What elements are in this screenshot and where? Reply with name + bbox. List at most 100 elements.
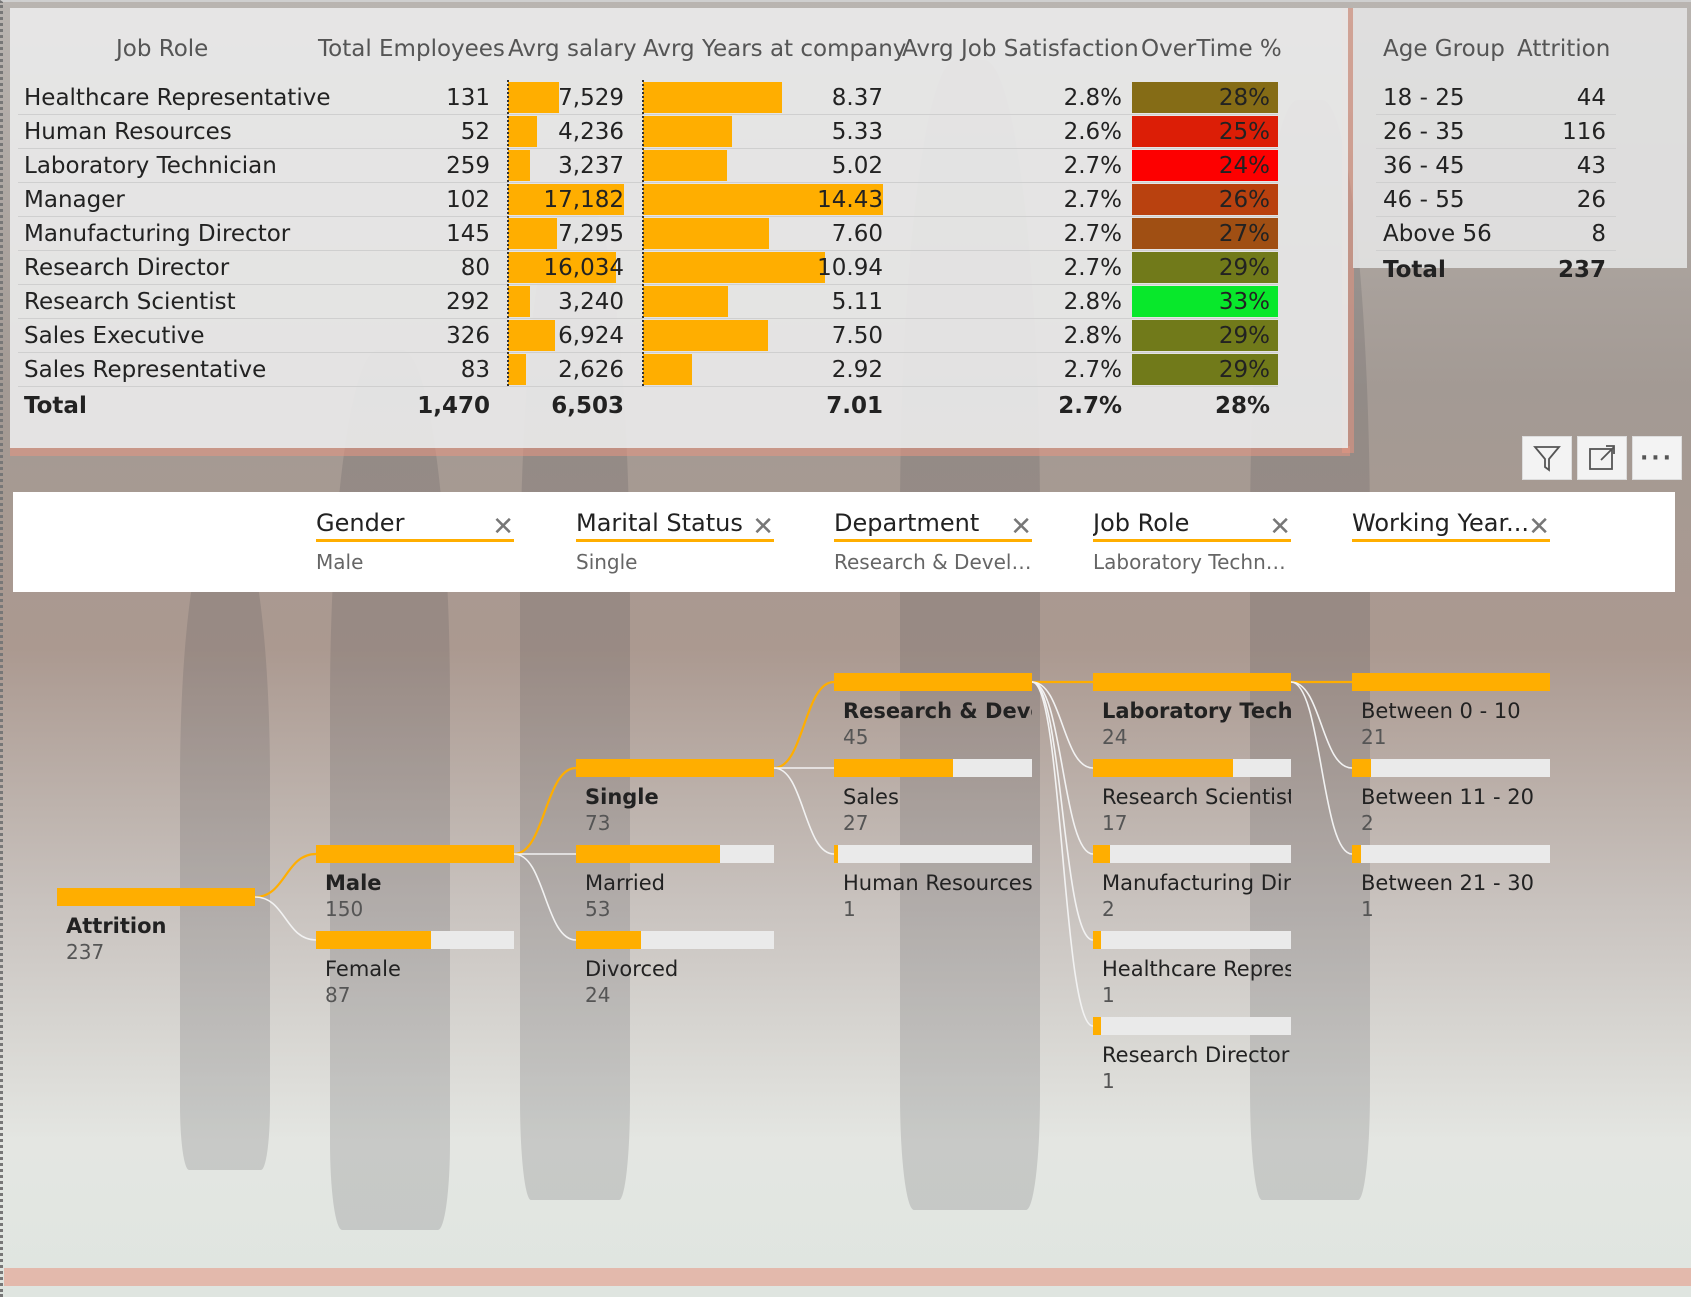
cell-avrg-satisfaction[interactable]: 2.7% xyxy=(1063,221,1122,247)
cell-avrg-salary[interactable]: 3,237 xyxy=(558,153,624,179)
cell-avrg-years[interactable]: 2.92 xyxy=(831,357,883,383)
cell-job-role[interactable]: Sales Executive xyxy=(24,323,205,349)
tree-node[interactable]: Between 11 - 20 2 xyxy=(1352,759,1550,835)
header-age-group[interactable]: Age Group xyxy=(1383,36,1505,62)
tree-root-node[interactable]: Attrition 237 xyxy=(57,888,255,964)
cell-avrg-satisfaction[interactable]: 2.6% xyxy=(1063,119,1122,145)
cell-avrg-years[interactable]: 8.37 xyxy=(831,85,883,111)
tree-node[interactable]: Between 21 - 30 1 xyxy=(1352,845,1550,921)
cell-avrg-years[interactable]: 7.60 xyxy=(831,221,883,247)
tree-node[interactable]: Divorced 24 xyxy=(576,931,774,1007)
cell-attrition[interactable]: 44 xyxy=(1576,85,1606,111)
cell-avrg-years[interactable]: 5.11 xyxy=(831,289,883,315)
drill-filter-marital-status[interactable]: Marital Status ✕ Single xyxy=(576,504,774,574)
cell-avrg-years[interactable]: 14.43 xyxy=(817,187,883,213)
cell-avrg-years[interactable]: 5.02 xyxy=(831,153,883,179)
cell-avrg-years[interactable]: 10.94 xyxy=(817,255,883,281)
cell-overtime[interactable]: 29% xyxy=(1218,323,1270,349)
cell-avrg-salary[interactable]: 17,182 xyxy=(543,187,624,213)
cell-age-group[interactable]: Above 56 xyxy=(1383,221,1492,247)
tree-node[interactable]: Male 150 xyxy=(316,845,514,921)
cell-avrg-satisfaction[interactable]: 2.7% xyxy=(1063,187,1122,213)
tree-node[interactable]: Female 87 xyxy=(316,931,514,1007)
drill-filter-gender[interactable]: Gender ✕ Male xyxy=(316,504,514,574)
cell-age-group[interactable]: 18 - 25 xyxy=(1383,85,1465,111)
close-icon[interactable]: ✕ xyxy=(1528,512,1550,542)
close-icon[interactable]: ✕ xyxy=(492,512,514,542)
cell-overtime[interactable]: 33% xyxy=(1218,289,1270,315)
header-avrg-years[interactable]: Avrg Years at company xyxy=(643,36,907,62)
cell-avrg-salary[interactable]: 6,924 xyxy=(558,323,624,349)
drill-filter-job-role[interactable]: Job Role ✕ Laboratory Technic... xyxy=(1093,504,1291,574)
cell-overtime[interactable]: 26% xyxy=(1218,187,1270,213)
cell-age-group[interactable]: 26 - 35 xyxy=(1383,119,1465,145)
cell-attrition[interactable]: 8 xyxy=(1591,221,1606,247)
header-job-role[interactable]: Job Role xyxy=(116,36,209,62)
tree-node[interactable]: Single 73 xyxy=(576,759,774,835)
cell-avrg-salary[interactable]: 3,240 xyxy=(558,289,624,315)
cell-total-employees[interactable]: 83 xyxy=(460,357,490,383)
cell-total-employees[interactable]: 259 xyxy=(446,153,490,179)
header-attrition[interactable]: Attrition xyxy=(1517,36,1611,62)
header-avrg-salary[interactable]: Avrg salary xyxy=(508,36,637,62)
close-icon[interactable]: ✕ xyxy=(1010,512,1032,542)
close-icon[interactable]: ✕ xyxy=(1269,512,1291,542)
header-total-employees[interactable]: Total Employees xyxy=(318,36,505,62)
cell-avrg-satisfaction[interactable]: 2.8% xyxy=(1063,323,1122,349)
tree-node[interactable]: Healthcare Repres...1 xyxy=(1093,931,1291,1007)
cell-avrg-satisfaction[interactable]: 2.7% xyxy=(1063,357,1122,383)
drill-filter-working-year[interactable]: Working Year... ✕ xyxy=(1352,504,1550,550)
tree-node[interactable]: Manufacturing Dir... 2 xyxy=(1093,845,1291,921)
filter-icon[interactable] xyxy=(1522,436,1572,480)
drill-filter-department[interactable]: Department ✕ Research & Develo... xyxy=(834,504,1032,574)
cell-age-group[interactable]: 46 - 55 xyxy=(1383,187,1465,213)
cell-job-role[interactable]: Sales Representative xyxy=(24,357,267,383)
cell-overtime[interactable]: 24% xyxy=(1218,153,1270,179)
cell-avrg-salary[interactable]: 7,529 xyxy=(558,85,624,111)
tree-node[interactable]: Sales 27 xyxy=(834,759,1032,835)
cell-overtime[interactable]: 29% xyxy=(1218,357,1270,383)
cell-avrg-satisfaction[interactable]: 2.7% xyxy=(1063,255,1122,281)
cell-overtime[interactable]: 27% xyxy=(1218,221,1270,247)
cell-overtime[interactable]: 28% xyxy=(1218,85,1270,111)
cell-total-employees[interactable]: 131 xyxy=(446,85,490,111)
cell-job-role[interactable]: Manufacturing Director xyxy=(24,221,291,247)
cell-age-group[interactable]: 36 - 45 xyxy=(1383,153,1465,179)
cell-job-role[interactable]: Healthcare Representative xyxy=(24,85,331,111)
tree-node[interactable]: Laboratory Techn...24 xyxy=(1093,673,1291,749)
cell-job-role[interactable]: Research Director xyxy=(24,255,230,281)
header-avrg-satisfaction[interactable]: Avrg Job Satisfaction xyxy=(902,36,1139,62)
tree-node[interactable]: Between 0 - 10 21 xyxy=(1352,673,1550,749)
cell-avrg-years[interactable]: 5.33 xyxy=(831,119,883,145)
header-overtime[interactable]: OverTime % xyxy=(1141,36,1282,62)
close-icon[interactable]: ✕ xyxy=(752,512,774,542)
cell-job-role[interactable]: Human Resources xyxy=(24,119,232,145)
cell-avrg-salary[interactable]: 16,034 xyxy=(543,255,624,281)
cell-avrg-years[interactable]: 7.50 xyxy=(831,323,883,349)
tree-node[interactable]: Research & Devel...45 xyxy=(834,673,1032,749)
tree-node[interactable]: Research Scientist 17 xyxy=(1093,759,1291,835)
cell-total-employees[interactable]: 292 xyxy=(446,289,490,315)
cell-attrition[interactable]: 43 xyxy=(1576,153,1606,179)
cell-overtime[interactable]: 25% xyxy=(1218,119,1270,145)
cell-attrition[interactable]: 26 xyxy=(1576,187,1606,213)
cell-total-employees[interactable]: 326 xyxy=(446,323,490,349)
cell-avrg-salary[interactable]: 2,626 xyxy=(558,357,624,383)
cell-attrition[interactable]: 116 xyxy=(1562,119,1606,145)
cell-avrg-satisfaction[interactable]: 2.8% xyxy=(1063,85,1122,111)
focus-mode-icon[interactable] xyxy=(1577,436,1627,480)
cell-job-role[interactable]: Research Scientist xyxy=(24,289,236,315)
cell-job-role[interactable]: Laboratory Technician xyxy=(24,153,277,179)
tree-node[interactable]: Married 53 xyxy=(576,845,774,921)
cell-total-employees[interactable]: 145 xyxy=(446,221,490,247)
cell-job-role[interactable]: Manager xyxy=(24,187,125,213)
cell-avrg-salary[interactable]: 7,295 xyxy=(558,221,624,247)
cell-total-employees[interactable]: 52 xyxy=(460,119,490,145)
cell-avrg-satisfaction[interactable]: 2.7% xyxy=(1063,153,1122,179)
cell-total-employees[interactable]: 80 xyxy=(460,255,490,281)
tree-node[interactable]: Research Director 1 xyxy=(1093,1017,1291,1093)
cell-avrg-salary[interactable]: 4,236 xyxy=(558,119,624,145)
tree-node[interactable]: Human Resources 1 xyxy=(834,845,1032,921)
more-options-icon[interactable]: ··· xyxy=(1632,436,1682,480)
cell-total-employees[interactable]: 102 xyxy=(446,187,490,213)
